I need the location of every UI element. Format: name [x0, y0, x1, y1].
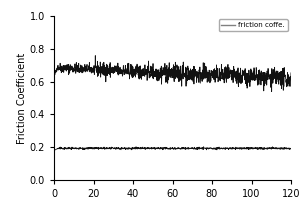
Y-axis label: Friction Coefficient: Friction Coefficient: [17, 52, 27, 144]
Legend: friction coffe.: friction coffe.: [219, 19, 287, 31]
